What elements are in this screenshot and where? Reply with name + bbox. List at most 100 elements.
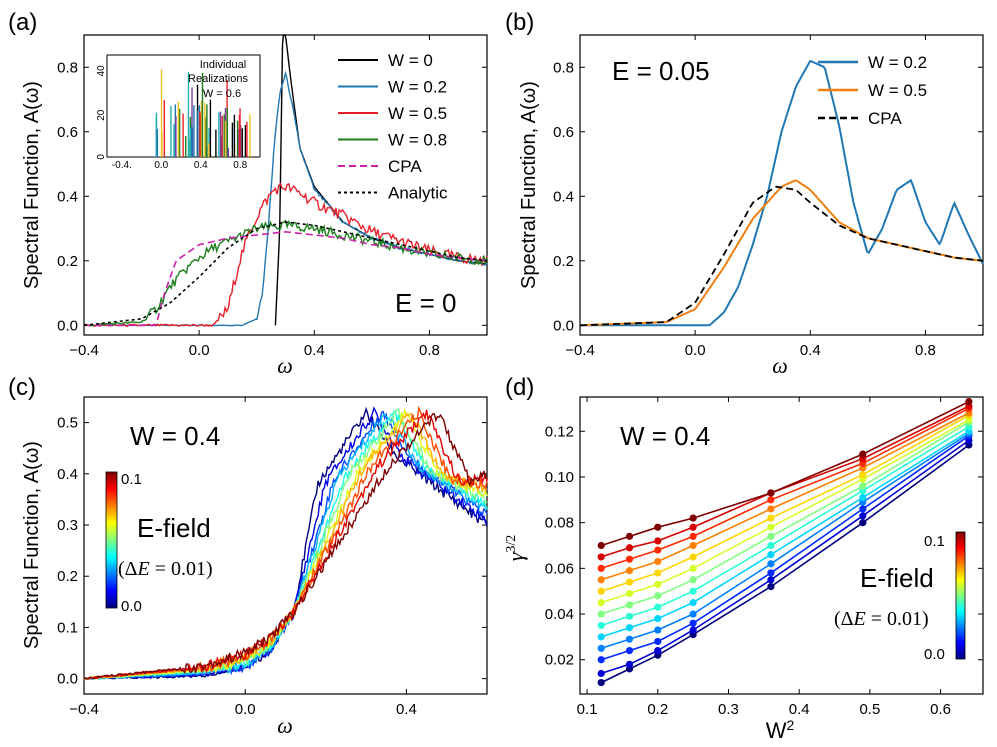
panel-d-point xyxy=(625,660,634,668)
panel-d-point xyxy=(597,610,605,618)
panel-d-xtick-label: 0.2 xyxy=(647,701,668,718)
panel-b-series-line xyxy=(580,185,984,327)
panel-b-legend-label: W = 0.2 xyxy=(868,53,927,72)
panel-d-colorbar xyxy=(955,531,966,660)
panel-d-point xyxy=(689,553,697,561)
panel-a-ytick-label: 0.4 xyxy=(57,188,78,205)
panel-d-ylabel: γ3/2 xyxy=(503,535,528,562)
panel-b-series-line xyxy=(580,60,984,327)
panel-d-point xyxy=(625,646,634,655)
panel-d-point xyxy=(767,569,775,577)
panel-d-point xyxy=(625,578,634,586)
panel-c-ytick-label: 0.1 xyxy=(57,619,78,636)
panel-b-series-line xyxy=(580,179,984,327)
panel-a: −0.4 0.0 0.4 0.8 0.0 0.2 0.4 0.6 0.8 Spectral Fu… xyxy=(21,34,488,378)
panel-d-ytick-label: 0.04 xyxy=(545,606,574,623)
panel-a-ytick-label: 0.0 xyxy=(57,317,78,334)
panel-d-point xyxy=(859,519,867,527)
panel-d-point xyxy=(625,532,634,540)
panel-b-ytick-label: 0.4 xyxy=(553,188,574,205)
panel-d-point xyxy=(654,546,662,554)
panel-b-frame xyxy=(579,34,984,336)
panel-b: −0.4 0.0 0.4 0.8 0.0 0.2 0.4 0.6 0.8 Spectral Fu… xyxy=(518,34,984,378)
inset-ytick-label: 40 xyxy=(96,65,107,77)
panel-c-colorbar-min: 0.0 xyxy=(121,598,142,615)
panel-c-label: (c) xyxy=(8,374,36,401)
panel-a-series-line xyxy=(83,221,488,327)
panel-c-colorbar xyxy=(105,471,118,609)
panel-c-series-line xyxy=(83,412,488,680)
panel-a-legend-label: Analytic xyxy=(388,184,448,203)
panel-a-series-line xyxy=(84,230,488,327)
panel-a-ylabel: Spectral Function, A(ω) xyxy=(21,81,43,289)
panel-a-xtick-label: 0.4 xyxy=(304,342,325,359)
panel-a-annotation: E = 0 xyxy=(395,288,456,318)
panel-c-ytick-label: 0.0 xyxy=(57,671,78,688)
panel-c-xlabel: ω xyxy=(277,713,293,738)
panel-d-point xyxy=(689,610,697,618)
panel-c-ytick-label: 0.3 xyxy=(57,517,78,534)
panel-d: 0.1 0.2 0.3 0.4 0.5 0.6 0.02 0.04 0.06 0.08 0.10 0.… xyxy=(503,396,984,743)
panel-d-point xyxy=(689,619,697,627)
inset-subtitle: W = 0.6 xyxy=(203,88,241,100)
panel-c-xtick-label: 0.4 xyxy=(396,701,417,718)
panel-d-point xyxy=(597,587,605,595)
panel-d-point xyxy=(597,564,605,572)
panel-d-frame xyxy=(579,396,984,695)
panel-b-label: (b) xyxy=(505,9,534,36)
panel-d-point xyxy=(767,560,775,568)
panel-a-series-line xyxy=(274,34,488,326)
panel-b-annotation: E = 0.05 xyxy=(612,56,710,86)
panel-b-xtick-label: 0.8 xyxy=(915,342,936,359)
inset-ytick-label: 0 xyxy=(96,154,107,160)
panel-d-point xyxy=(965,397,973,406)
panel-d-point xyxy=(654,637,662,646)
panel-c-colorbar-max: 0.1 xyxy=(121,471,142,488)
panel-a-ytick-label: 0.8 xyxy=(57,59,78,76)
panel-d-point xyxy=(859,493,867,502)
panel-d-point xyxy=(597,576,605,584)
panel-a-xtick-label: −0.4 xyxy=(69,342,99,359)
panel-d-ytick-label: 0.06 xyxy=(545,560,574,577)
panel-d-point xyxy=(767,514,775,522)
panel-d-point xyxy=(689,564,697,572)
panel-d-label: (d) xyxy=(505,374,534,401)
panel-d-point xyxy=(625,635,634,643)
panel-c-ytick-label: 0.2 xyxy=(57,568,78,585)
panel-d-xtick-label: 0.6 xyxy=(930,701,951,718)
inset-title-1: Individual xyxy=(200,59,246,71)
panel-c-frame xyxy=(83,396,488,695)
panel-d-point xyxy=(625,589,634,598)
panel-d-point xyxy=(625,544,634,552)
panel-d-point xyxy=(597,633,605,641)
panel-c-xtick-label: −0.4 xyxy=(69,701,99,718)
panel-d-point xyxy=(689,599,697,607)
panel-c-colorbar-note: (ΔE = 0.01) xyxy=(118,558,213,580)
panel-d-point xyxy=(654,603,662,611)
panel-d-point xyxy=(654,523,662,531)
panel-b-legend-label: W = 0.5 xyxy=(868,81,927,100)
panel-c-series-line xyxy=(83,410,488,680)
inset-xtick-label: 0.8 xyxy=(233,160,247,171)
panel-a-xtick-label: 0.8 xyxy=(419,342,440,359)
inset-xtick-label: 0.4 xyxy=(194,160,208,171)
panel-d-point xyxy=(767,576,775,584)
panel-b-xtick-label: −0.4 xyxy=(565,342,595,359)
panel-b-ytick-label: 0.0 xyxy=(553,317,574,334)
panel-b-xlabel: ω xyxy=(772,353,788,378)
panel-d-point xyxy=(859,471,867,479)
panel-d-point xyxy=(654,580,662,588)
panel-d-point xyxy=(859,482,867,490)
panel-d-point xyxy=(654,537,662,545)
panel-b-xtick-label: 0.4 xyxy=(800,342,821,359)
panel-d-point xyxy=(654,626,662,634)
panel-b-ytick-label: 0.8 xyxy=(553,59,574,76)
panel-d-point xyxy=(689,541,697,550)
panel-d-point xyxy=(654,557,662,566)
panel-a-xlabel: ω xyxy=(277,353,293,378)
panel-d-xtick-label: 0.3 xyxy=(718,701,739,718)
panel-d-point xyxy=(597,553,605,561)
panel-d-point xyxy=(625,555,634,563)
panel-d-xtick-label: 0.1 xyxy=(577,701,598,718)
